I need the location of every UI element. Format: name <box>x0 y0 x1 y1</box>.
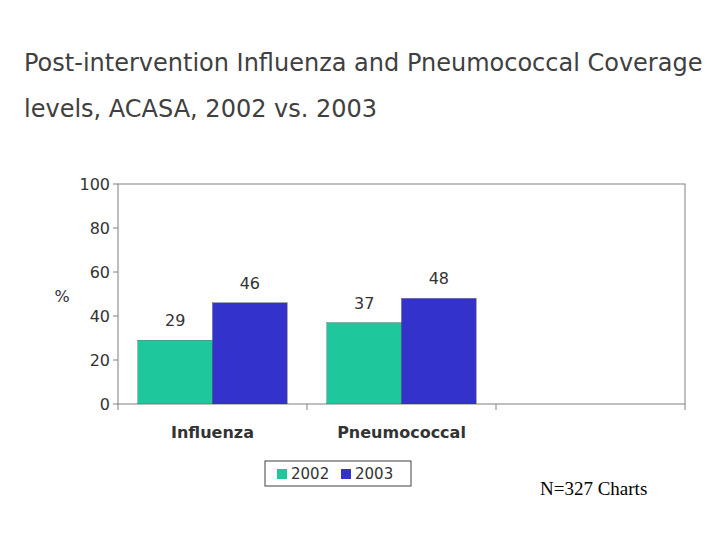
bar <box>327 323 402 404</box>
bar <box>213 303 288 404</box>
y-tick-label: 20 <box>90 351 110 370</box>
legend-box <box>265 461 411 486</box>
data-label: 37 <box>354 294 374 313</box>
y-tick-label: 60 <box>90 263 110 282</box>
y-tick <box>113 404 118 405</box>
legend-swatch <box>277 469 287 479</box>
y-tick <box>113 272 118 273</box>
x-tick <box>685 404 686 410</box>
data-label: 46 <box>240 274 260 293</box>
plot-frame <box>118 184 685 404</box>
y-tick-label: 80 <box>90 219 110 238</box>
y-tick-label: 40 <box>90 307 110 326</box>
annotation: N=327 Charts <box>540 478 647 499</box>
y-tick-label: 0 <box>100 395 110 414</box>
slide: Post-intervention Influenza and Pneumoco… <box>0 0 720 540</box>
x-tick-label: Influenza <box>171 423 254 442</box>
x-tick-label: Pneumococcal <box>337 423 466 442</box>
x-tick <box>307 404 308 410</box>
x-tick <box>496 404 497 410</box>
x-tick <box>118 404 119 410</box>
data-label: 29 <box>165 311 185 330</box>
legend-label: 2003 <box>355 465 393 483</box>
y-tick <box>113 316 118 317</box>
bar <box>402 298 477 404</box>
y-tick <box>113 184 118 185</box>
legend-swatch <box>341 469 351 479</box>
y-tick <box>113 228 118 229</box>
bars <box>138 298 476 404</box>
y-tick <box>113 360 118 361</box>
bar <box>138 340 213 404</box>
y-axis-label: % <box>54 287 69 306</box>
y-tick-label: 100 <box>79 175 110 194</box>
data-label: 48 <box>429 269 449 288</box>
legend-label: 2002 <box>291 465 329 483</box>
chart: 0 20 40 60 80 100% Influenza Pneumococcal 29 37 46… <box>0 0 720 540</box>
title: Post-intervention Influenza and Pneumoco… <box>24 40 714 132</box>
